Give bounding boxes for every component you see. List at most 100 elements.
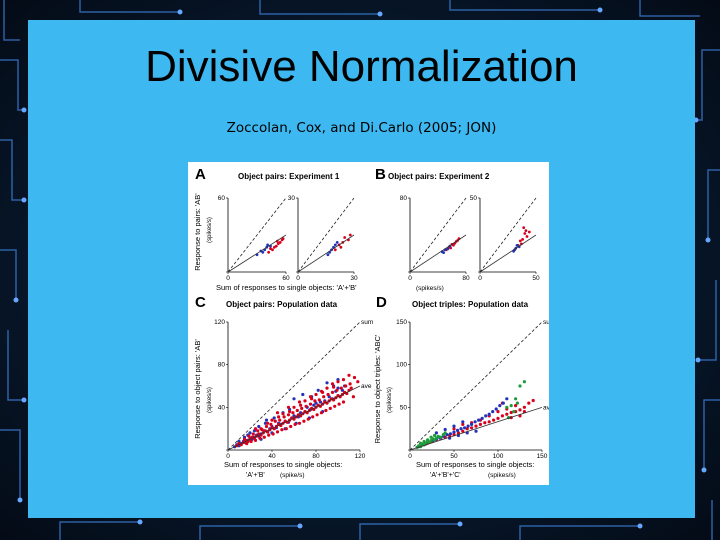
- data-point-red: [278, 241, 282, 244]
- data-point-green: [439, 435, 443, 439]
- c-xlabel: Sum of responses to single objects:: [224, 460, 342, 469]
- data-point-blue: [452, 430, 456, 434]
- line-label-sum: sum: [361, 319, 373, 326]
- data-point-red: [310, 397, 314, 401]
- data-point-red: [319, 411, 324, 415]
- data-point-red: [527, 401, 531, 405]
- data-point-blue: [487, 412, 491, 416]
- data-point-red: [341, 400, 346, 404]
- citation: Zoccolan, Cox, and Di.Carlo (2005; JON): [226, 120, 497, 136]
- data-point-blue: [477, 418, 481, 422]
- data-point-blue: [515, 244, 519, 247]
- data-point-red: [348, 233, 352, 237]
- data-point-green: [518, 384, 522, 388]
- x-tick-label: 50: [450, 453, 458, 460]
- data-point-red: [251, 432, 255, 436]
- data-point-blue: [501, 401, 505, 405]
- plot-b-right: 0 50 50: [470, 195, 540, 282]
- ave-line: [227, 385, 361, 451]
- x-tick-label: 150: [537, 453, 548, 460]
- figure-svg: A B C D Object pairs: Experiment 1 Objec…: [193, 166, 549, 479]
- data-point-blue: [474, 429, 478, 433]
- data-point-red: [306, 417, 310, 421]
- sum-line: [479, 197, 537, 273]
- data-point-blue: [494, 407, 498, 411]
- data-point-red: [289, 424, 293, 429]
- y-tick-label: 60: [218, 195, 226, 202]
- data-point-red: [253, 427, 258, 431]
- slide-title: Divisive Normalization: [145, 42, 578, 91]
- data-point-blue: [272, 416, 276, 420]
- data-point-green: [509, 404, 513, 408]
- d-xlabel: Sum of responses to single objects:: [416, 460, 534, 469]
- ave-line: [409, 406, 543, 451]
- data-point-blue: [448, 432, 453, 436]
- top-yunit: (spikes/s): [207, 217, 213, 243]
- x-tick-label: 60: [282, 275, 290, 282]
- data-point-blue: [459, 427, 463, 431]
- data-point-blue: [505, 397, 509, 401]
- data-point-blue: [325, 381, 329, 385]
- data-point-blue: [473, 420, 477, 424]
- data-point-red: [269, 422, 273, 426]
- panel-letter-b: B: [375, 166, 386, 183]
- data-point-red: [461, 429, 465, 433]
- plot-d: 0 50 100 150 50 100 150 sum ave: [396, 319, 549, 460]
- data-point-red: [527, 230, 531, 234]
- x-tick-label: 30: [350, 275, 358, 282]
- data-point-red: [505, 412, 509, 416]
- data-point-red: [267, 433, 271, 437]
- data-point-blue: [442, 251, 445, 254]
- data-point-red: [522, 226, 526, 229]
- line-label-ave: ave: [543, 404, 549, 411]
- data-point-blue: [326, 253, 330, 257]
- data-point-red: [286, 413, 291, 417]
- top-ylabel: Response to pairs: 'AB': [193, 193, 202, 271]
- y-tick-label: 150: [396, 319, 407, 326]
- data-point-red: [487, 420, 491, 424]
- data-point-red: [326, 392, 330, 397]
- data-point-blue: [264, 418, 269, 422]
- top-xunit: (spikes/s): [416, 285, 444, 292]
- data-point-red: [295, 408, 299, 413]
- data-point-blue: [446, 247, 450, 251]
- data-point-red: [297, 400, 302, 404]
- sum-line: [227, 321, 361, 451]
- data-point-green: [515, 401, 519, 405]
- x-tick-label: 80: [312, 453, 320, 460]
- data-point-green: [514, 397, 518, 401]
- plot-c: 0 40 80 120 40 80 120 sum ave: [214, 319, 373, 460]
- data-point-blue: [312, 403, 316, 407]
- data-point-red: [330, 382, 335, 386]
- data-point-red: [496, 416, 500, 420]
- panel-letter-c: C: [195, 294, 206, 311]
- data-point-red: [341, 378, 346, 382]
- data-point-blue: [466, 424, 470, 428]
- data-point-green: [433, 433, 437, 438]
- data-point-green: [429, 435, 433, 439]
- data-point-red: [328, 406, 332, 410]
- data-point-red: [478, 422, 482, 426]
- data-point-red: [249, 439, 253, 444]
- data-point-red: [275, 411, 280, 415]
- c-xlabel-vars: 'A'+'B': [246, 472, 265, 479]
- data-point-blue: [335, 241, 339, 244]
- data-point-green: [419, 441, 423, 445]
- data-point-blue: [292, 397, 296, 401]
- data-point-red: [335, 388, 339, 392]
- data-point-red: [300, 406, 304, 410]
- data-point-blue: [461, 420, 465, 424]
- data-point-red: [351, 395, 355, 399]
- data-point-blue: [261, 250, 265, 254]
- data-point-red: [271, 432, 275, 436]
- data-point-red: [470, 426, 474, 430]
- x-tick-label: 0: [408, 275, 412, 282]
- data-point-green: [443, 431, 447, 435]
- data-point-red: [496, 410, 500, 414]
- d-xlabel-vars: 'A'+'B'+'C': [430, 472, 461, 479]
- ave-line: [409, 234, 467, 273]
- data-point-red: [280, 428, 284, 432]
- data-point-blue: [257, 424, 261, 429]
- data-point-red: [347, 373, 351, 377]
- data-point-red: [274, 244, 278, 248]
